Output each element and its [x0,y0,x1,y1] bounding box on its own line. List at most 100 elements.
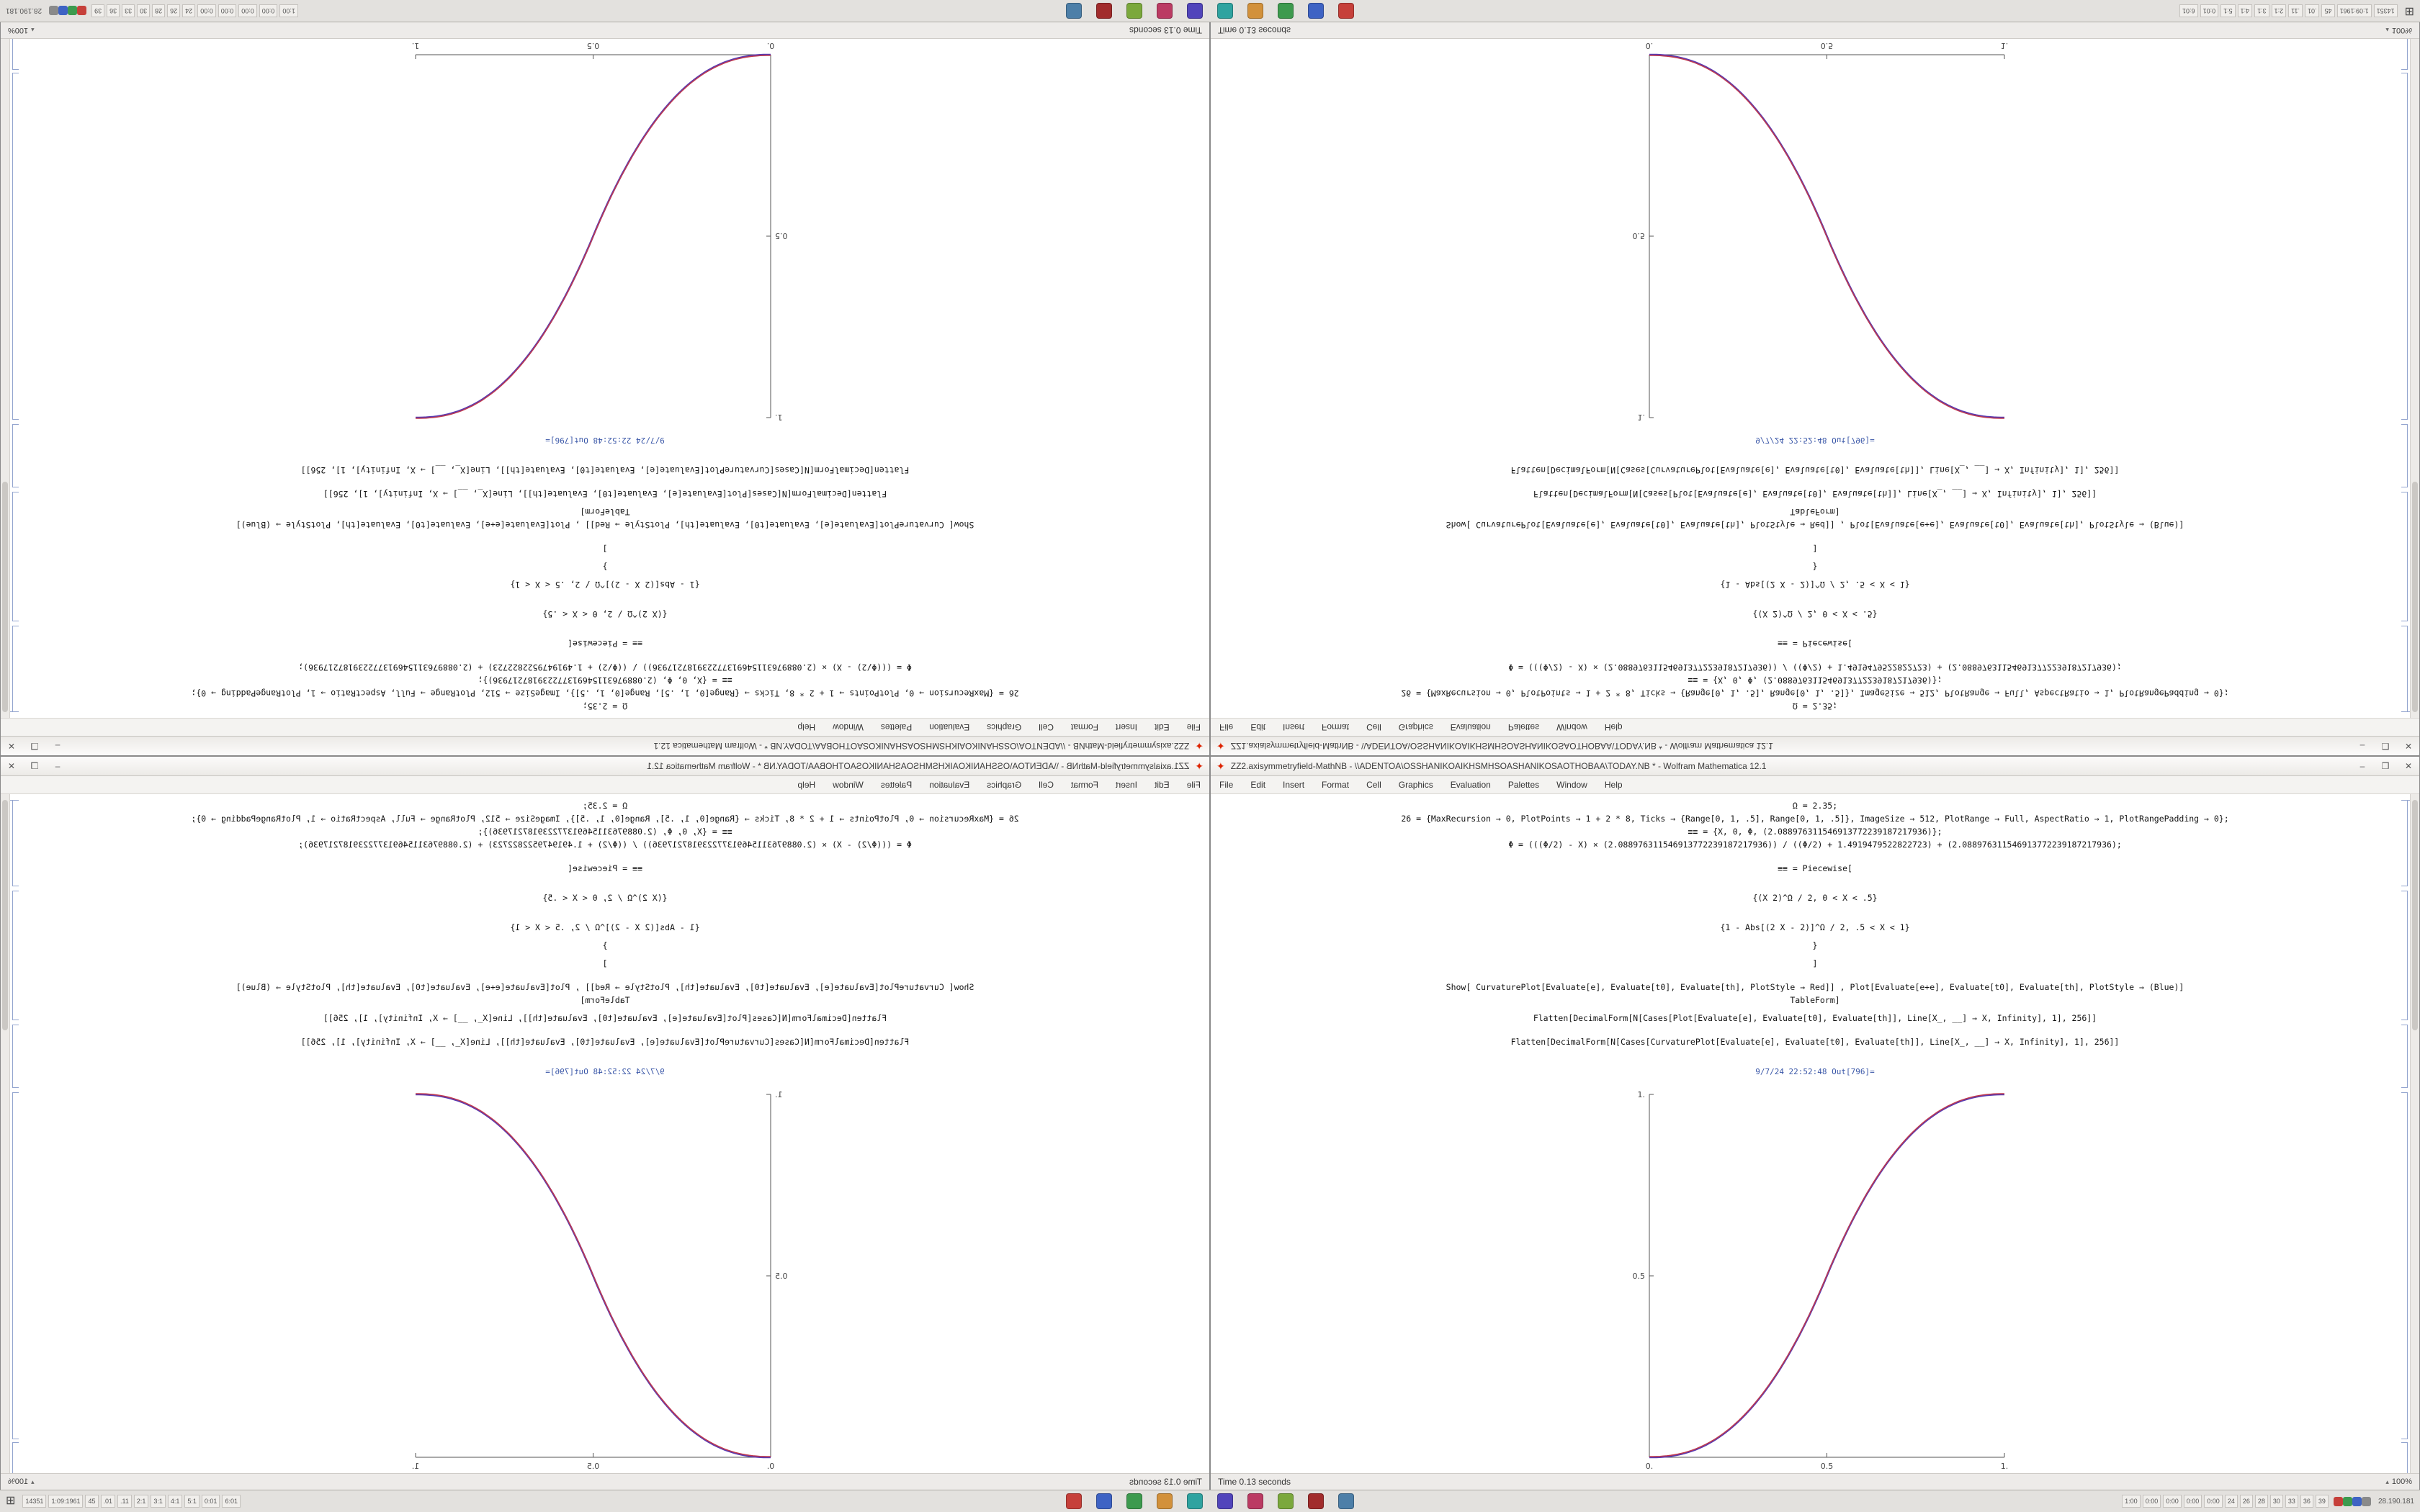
menu-insert[interactable]: Insert [1283,780,1305,790]
menu-format[interactable]: Format [1322,780,1350,790]
taskbar-button[interactable]: 0:00 [197,4,216,17]
taskbar-app-darkred-icon[interactable] [1096,3,1112,19]
taskbar-button[interactable]: .01 [2304,4,2320,17]
taskbar-button[interactable]: 0:00 [2163,1495,2182,1508]
cell-bracket[interactable] [12,73,19,420]
taskbar-button[interactable]: .11 [2288,4,2303,17]
vertical-scrollbar[interactable] [2410,794,2419,1473]
zoom-control[interactable]: ▴ 100% [8,26,35,35]
menu-help[interactable]: Help [797,780,816,790]
maximize-button[interactable]: ❒ [2381,761,2390,771]
menu-cell[interactable]: Cell [1366,722,1381,732]
menu-format[interactable]: Format [1322,722,1350,732]
cell-input-code[interactable]: 26 = {MaxRecursion → 0, PlotPoints → 1 +… [191,688,1019,698]
cell-input-code[interactable]: Show[ CurvaturePlot[Evaluate[e], Evaluat… [236,520,974,530]
taskbar-button[interactable]: 0:00 [2183,1495,2202,1508]
taskbar-app-indigo-icon[interactable] [1217,1493,1233,1509]
scrollbar-thumb[interactable] [2412,800,2418,1030]
cell-input-code[interactable]: Flatten[DecimalForm[N[Cases[CurvaturePlo… [300,1037,910,1047]
taskbar-button[interactable]: 33 [122,4,135,17]
cell-input-code[interactable]: {(X 2)^Ω / 2, 0 < X < .5} [542,609,668,619]
menu-insert[interactable]: Insert [1115,722,1137,732]
taskbar-button[interactable]: 30 [2269,1495,2283,1508]
cell-input-code[interactable]: Ω = 2.35; [1792,801,1838,811]
tray-red-icon[interactable] [2333,1496,2343,1506]
cell-input-code[interactable]: Flatten[DecimalForm[N[Cases[CurvaturePlo… [1510,465,2120,475]
cell-input-code[interactable]: Flatten[DecimalForm[N[Cases[Plot[Evaluat… [323,1013,887,1023]
cell-input-code[interactable]: TableForm] [580,995,630,1005]
cell-input-code[interactable]: ] [602,958,608,968]
taskbar-app-crimson-icon[interactable] [1247,1493,1263,1509]
menu-insert[interactable]: Insert [1283,722,1305,732]
taskbar-button[interactable]: 5:1 [184,1495,200,1508]
taskbar-app-lime-icon[interactable] [1278,1493,1294,1509]
menu-evaluation[interactable]: Evaluation [1450,780,1491,790]
cell-input-code[interactable]: ≡≡ = Piecewise[ [1778,639,1852,649]
cell-input-code[interactable]: TableForm] [1790,507,1840,517]
menu-help[interactable]: Help [797,722,816,732]
cell-input-code[interactable]: 26 = {MaxRecursion → 0, PlotPoints → 1 +… [1401,814,2229,824]
cell-bracket[interactable] [12,424,19,487]
scrollbar-thumb[interactable] [2,800,8,1030]
zoom-control[interactable]: ▴ 100% [2385,26,2412,35]
vertical-scrollbar[interactable] [1,39,10,718]
taskbar-app-darkred-icon[interactable] [1308,1493,1324,1509]
taskbar-button[interactable]: 0:01 [201,1495,220,1508]
taskbar-button[interactable]: 0:00 [218,4,237,17]
menu-window[interactable]: Window [1556,780,1587,790]
cell-input-code[interactable]: Ω = 2.35; [582,801,628,811]
tray-blue-icon[interactable] [2352,1496,2362,1506]
taskbar-button[interactable]: 39 [91,4,105,17]
menu-file[interactable]: File [1186,780,1201,790]
taskbar-button[interactable]: 1:00 [279,4,298,17]
cell-input-code[interactable]: } [602,940,608,950]
zoom-control[interactable]: ▴ 100% [8,1477,35,1486]
taskbar-button[interactable]: .01 [100,1495,116,1508]
taskbar-app-steel-icon[interactable] [1066,3,1082,19]
minimize-button[interactable]: – [2360,741,2365,751]
cell-bracket[interactable] [12,1442,19,1473]
cell-input-code[interactable]: TableForm] [1790,995,1840,1005]
cell-input-code[interactable]: ] [1812,958,1818,968]
taskbar-button[interactable]: 33 [2285,1495,2298,1508]
cell-input-code[interactable]: ≡≡ = Piecewise[ [568,639,642,649]
taskbar-app-lime-icon[interactable] [1126,3,1142,19]
cell-bracket[interactable] [12,891,19,1020]
cell-input-code[interactable]: ≡≡ = {X, 0, Φ, (2.0889763115469137722391… [478,827,732,837]
tray-green-icon[interactable] [2342,1496,2352,1506]
taskbar-button[interactable]: 4:1 [2237,4,2253,17]
taskbar-app-blue-icon[interactable] [1308,3,1324,19]
menu-edit[interactable]: Edit [1154,722,1170,732]
menu-graphics[interactable]: Graphics [1398,722,1433,732]
menu-graphics[interactable]: Graphics [987,780,1022,790]
menu-edit[interactable]: Edit [1250,780,1266,790]
taskbar-button[interactable]: 1:09:1961 [48,1495,84,1508]
menu-file[interactable]: File [1219,780,1234,790]
maximize-button[interactable]: ❒ [30,741,39,751]
cell-input-code[interactable]: Φ = (((Φ/2) - X) × (2.088976311546913772… [298,840,912,850]
cell-input-code[interactable]: ≡≡ = {X, 0, Φ, (2.0889763115469137722391… [478,675,732,685]
cell-input-code[interactable]: ≡≡ = Piecewise[ [568,863,642,873]
taskbar-button[interactable]: 24 [2224,1495,2238,1508]
tray-green-icon[interactable] [68,6,78,16]
taskbar-button[interactable]: 6:01 [222,1495,241,1508]
cell-input-code[interactable]: } [1812,562,1818,572]
cell-input-code[interactable]: ≡≡ = {X, 0, Φ, (2.0889763115469137722391… [1688,827,1942,837]
taskbar-app-teal-icon[interactable] [1217,3,1233,19]
cell-input-code[interactable]: Show[ CurvaturePlot[Evaluate[e], Evaluat… [1446,520,2184,530]
taskbar-button[interactable]: 24 [182,4,196,17]
cell-bracket[interactable] [2401,492,2408,621]
cell-bracket[interactable] [2401,891,2408,1020]
menu-window[interactable]: Window [833,780,864,790]
cell-bracket[interactable] [12,1025,19,1088]
taskbar-app-red-icon[interactable] [1066,1493,1082,1509]
cell-input-code[interactable]: 26 = {MaxRecursion → 0, PlotPoints → 1 +… [1401,688,2229,698]
taskbar-button[interactable]: 0:01 [2200,4,2219,17]
taskbar-app-blue-icon[interactable] [1096,1493,1112,1509]
close-button[interactable]: ✕ [2404,761,2413,771]
menu-window[interactable]: Window [1556,722,1587,732]
close-button[interactable]: ✕ [7,741,16,751]
tray-red-icon[interactable] [77,6,87,16]
taskbar-button[interactable]: 6:01 [2179,4,2198,17]
cell-bracket[interactable] [2401,1442,2408,1473]
